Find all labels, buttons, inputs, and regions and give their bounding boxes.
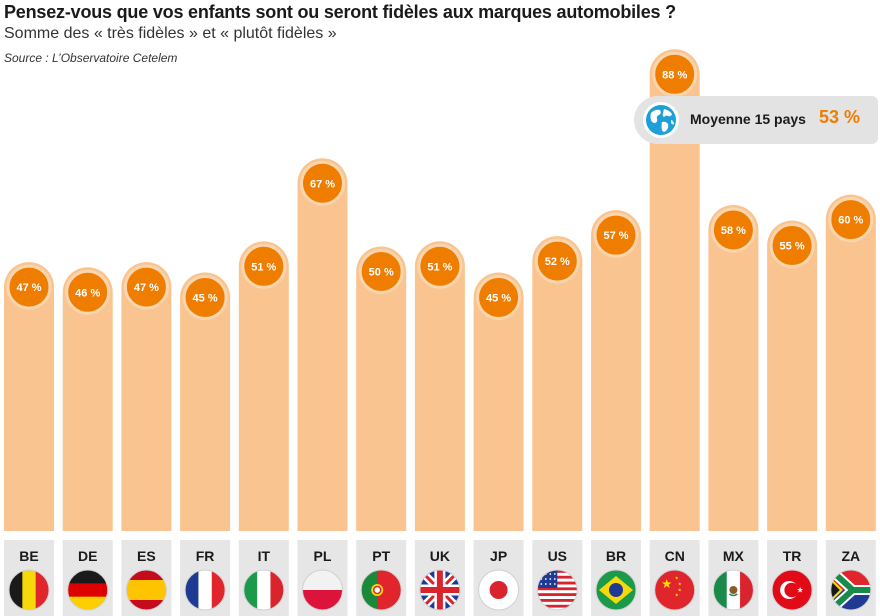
category-label: ZA	[841, 548, 860, 564]
value-bubble	[534, 238, 580, 284]
average-label: Moyenne 15 pays	[690, 111, 806, 127]
data-label: 45 %	[193, 292, 218, 304]
chart-source: Source : L’Observatoire Cetelem	[4, 51, 178, 65]
value-bubble	[182, 274, 228, 320]
data-label: 50 %	[369, 267, 394, 279]
globe-icon	[643, 102, 679, 138]
data-label: 88 %	[662, 69, 687, 81]
category-label: BR	[606, 548, 626, 564]
category-label: IT	[258, 548, 271, 564]
poland-flag-icon	[302, 569, 343, 611]
category-label: BE	[19, 548, 38, 564]
bar-br	[591, 210, 641, 531]
category-label: JP	[490, 548, 507, 564]
average-box: Moyenne 15 pays 53 %	[634, 96, 878, 144]
category-label: PL	[314, 548, 332, 564]
category-label: CN	[665, 548, 685, 564]
category-label: UK	[430, 548, 450, 564]
bar-fr	[180, 272, 231, 531]
china-flag-icon	[654, 569, 696, 611]
bar-be	[4, 262, 54, 531]
japan-flag-icon	[478, 569, 520, 611]
bar-us	[532, 236, 583, 531]
category-axis: BE DE ES FR IT PL PT UK JP US BR CN MX TR ZA	[4, 540, 876, 616]
france-flag-icon	[184, 569, 226, 611]
italy-flag-icon	[243, 569, 285, 611]
bar-pl	[297, 158, 348, 531]
spain-flag-icon	[125, 569, 167, 611]
value-bubble	[241, 243, 287, 289]
data-label: 51 %	[251, 261, 276, 273]
data-label: 67 %	[310, 178, 335, 190]
value-bubble	[65, 269, 111, 315]
germany-flag-icon	[67, 569, 109, 611]
usa-flag-icon	[536, 569, 578, 611]
value-bubble	[476, 274, 522, 320]
category-label: TR	[783, 548, 802, 564]
mexico-flag-icon	[712, 569, 754, 611]
bar-es	[121, 262, 172, 531]
value-bubble	[710, 207, 756, 253]
category-label: FR	[196, 548, 215, 564]
bar-pt	[356, 246, 407, 531]
bar-cn	[649, 49, 700, 531]
data-label: 60 %	[838, 215, 863, 227]
south-africa-flag-icon	[830, 569, 872, 611]
value-bubble	[652, 51, 698, 97]
uk-flag-icon	[419, 569, 461, 611]
bars-layer: 47 % 46 % 47 % 45 % 51 % 67 % 50 % 51 % 45 % 52 %…	[4, 49, 876, 532]
bar-de	[62, 267, 113, 531]
data-label: 46 %	[75, 287, 100, 299]
category-label: ES	[137, 548, 156, 564]
data-label: 51 %	[427, 261, 452, 273]
value-bubble	[769, 223, 815, 269]
data-label: 52 %	[545, 256, 570, 268]
bar-it	[238, 241, 289, 531]
category-label: PT	[372, 548, 390, 564]
brazil-flag-icon	[595, 569, 637, 611]
category-label: DE	[78, 548, 97, 564]
belgium-flag-icon	[8, 569, 50, 611]
value-bubble	[123, 264, 169, 310]
value-bubble	[828, 197, 874, 243]
average-value: 53 %	[819, 107, 861, 127]
bar-mx	[708, 204, 759, 532]
value-bubble	[593, 212, 639, 258]
data-label: 57 %	[603, 230, 628, 242]
value-bubble	[358, 249, 404, 294]
value-bubble	[6, 264, 52, 310]
bar-uk	[414, 241, 465, 531]
data-label: 55 %	[780, 241, 805, 253]
data-label: 47 %	[134, 282, 159, 294]
category-label: MX	[723, 548, 745, 564]
bar-za	[825, 194, 876, 531]
bar-tr	[767, 220, 818, 531]
value-bubble	[417, 243, 463, 289]
data-label: 45 %	[486, 292, 511, 304]
chart-subtitle: Somme des « très fidèles » et « plutôt f…	[4, 25, 337, 42]
category-label: US	[548, 548, 567, 564]
portugal-flag-icon	[360, 569, 402, 611]
data-label: 58 %	[721, 225, 746, 237]
bar-jp	[473, 272, 524, 531]
turkey-flag-icon	[771, 569, 813, 611]
data-label: 47 %	[16, 282, 41, 294]
value-bubble	[300, 160, 345, 206]
chart-title: Pensez-vous que vos enfants sont ou sero…	[4, 2, 676, 22]
